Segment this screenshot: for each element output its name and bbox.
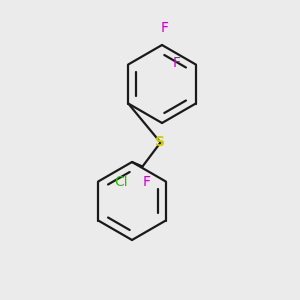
Text: F: F — [142, 175, 150, 188]
Text: Cl: Cl — [114, 175, 128, 188]
Text: S: S — [155, 136, 166, 149]
Text: F: F — [172, 56, 180, 70]
Text: F: F — [161, 22, 169, 35]
